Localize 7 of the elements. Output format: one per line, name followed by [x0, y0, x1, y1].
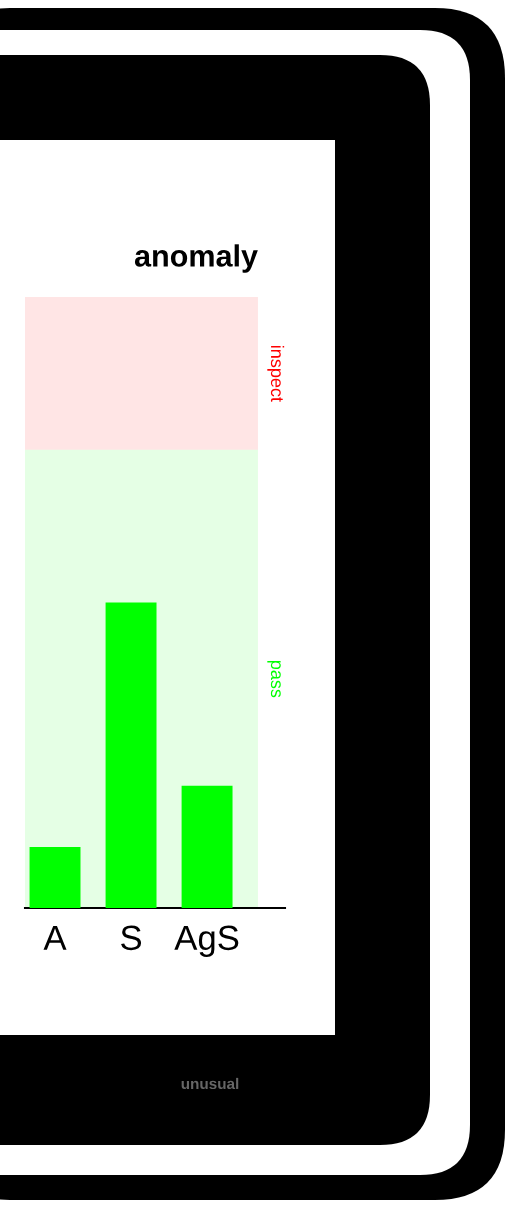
chart-title: anomaly [134, 244, 258, 273]
band-label: inspect [267, 345, 285, 402]
text: unusual [181, 1077, 239, 1090]
x-tick-label: AgS [174, 925, 239, 958]
x-tick-label: S [121, 925, 142, 951]
x-tick-label: A [43, 925, 67, 950]
band-label: pass [267, 660, 281, 698]
